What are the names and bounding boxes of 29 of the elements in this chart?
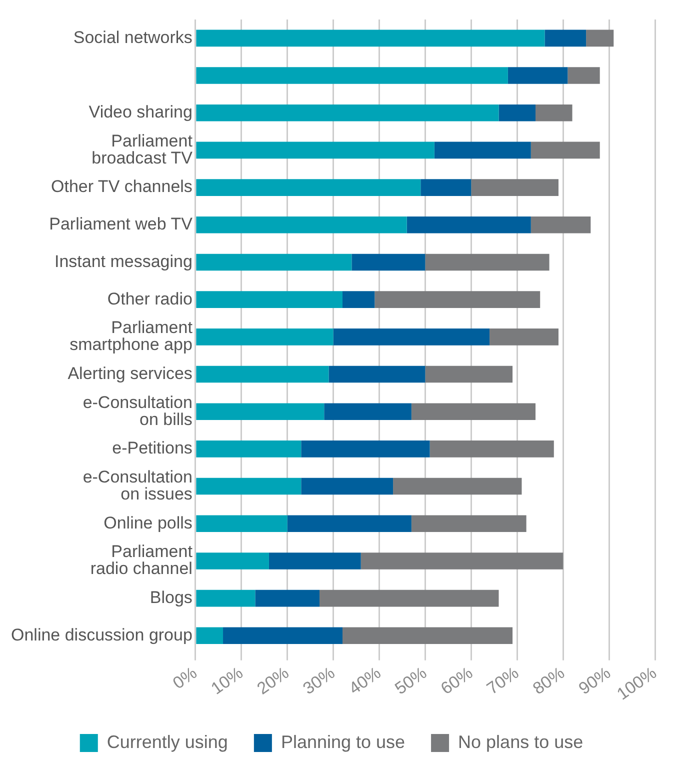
y-tick-label: Blogs	[150, 588, 192, 607]
x-tick-label: 10%	[208, 663, 246, 698]
y-tick-label: Online polls	[104, 513, 192, 532]
x-tick-label: 40%	[346, 663, 384, 698]
y-tick-label: e-Petitions	[112, 438, 192, 458]
legend-label: Planning to use	[280, 732, 406, 752]
y-tick-label: Alerting services	[68, 364, 192, 383]
legend-label: Currently using	[106, 732, 228, 752]
y-tick-label: Other radio	[107, 289, 192, 308]
y-tick-label: Other TV channels	[51, 177, 192, 196]
x-tick-label: 30%	[300, 663, 338, 698]
y-tick-label: Parliament smartphone app	[70, 318, 193, 354]
y-tick-label: Parliament radio channel	[90, 542, 193, 578]
x-tick-label: 70%	[483, 663, 522, 698]
y-tick-label: e-Consultation on bills	[82, 392, 192, 429]
y-tick-label: Social networks	[73, 28, 192, 47]
x-tick-label: 20%	[254, 663, 292, 698]
x-tick-label: 0%	[169, 663, 200, 693]
y-tick-label: e-Consultation on issues	[82, 467, 192, 504]
y-tick-label: Instant messaging	[54, 252, 192, 271]
y-tick-label: Online discussion group	[10, 625, 192, 644]
y-tick-label: Video sharing	[88, 102, 192, 122]
x-tick-label: 50%	[391, 663, 430, 698]
legend-label: No plans to use	[458, 732, 584, 752]
x-tick-label: 90%	[575, 663, 614, 698]
y-tick-label: Parliament web TV	[49, 214, 194, 234]
y-tick-label: Parliament broadcast TV	[92, 131, 194, 168]
x-tick-label: 60%	[437, 663, 476, 698]
x-tick-label: 80%	[529, 663, 568, 698]
